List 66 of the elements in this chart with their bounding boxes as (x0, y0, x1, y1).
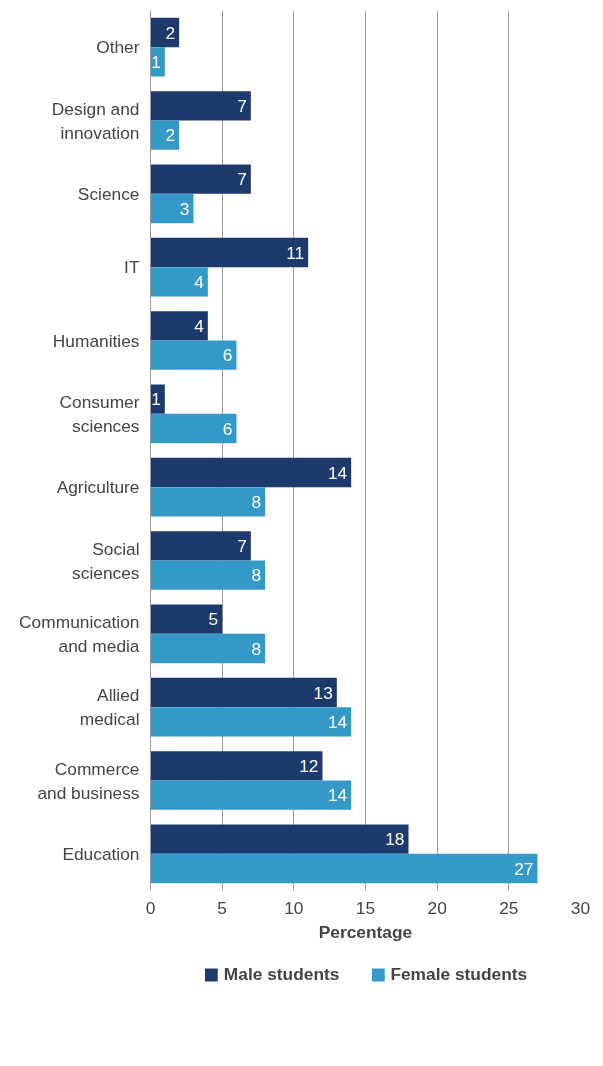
data-label: 8 (251, 638, 262, 659)
y-tick-label: Allied medical (79, 685, 140, 730)
y-tick-label: Other (96, 37, 140, 58)
data-label: 12 (299, 755, 319, 776)
x-tick-label: 5 (217, 897, 227, 918)
data-label: 11 (286, 242, 305, 263)
y-tick-label: Agriculture (56, 477, 140, 498)
x-tick-label: 25 (499, 897, 519, 918)
bar (150, 237, 309, 268)
y-tick-label: Design and innovation (51, 98, 140, 143)
data-label: 14 (327, 711, 348, 732)
data-label: 4 (194, 315, 205, 336)
data-label: 7 (237, 95, 247, 116)
x-axis-title: Percentage (318, 921, 413, 942)
data-label: 14 (327, 462, 348, 483)
bar (150, 633, 266, 664)
bar (150, 560, 266, 590)
y-tick-label: Commerce and business (37, 758, 140, 803)
x-tick-label: 10 (284, 897, 304, 918)
y-tick-label: Humanities (52, 330, 140, 351)
y-tick-label: Consumer sciences (59, 391, 140, 436)
y-tick-label: Social sciences (72, 538, 140, 583)
bar (150, 824, 409, 854)
bar (150, 707, 352, 737)
data-label: 6 (222, 418, 233, 439)
data-label: 8 (251, 565, 262, 586)
bar (150, 487, 266, 517)
x-tick-label: 30 (570, 897, 591, 918)
y-tick-label: Science (77, 183, 140, 204)
data-label: 13 (313, 682, 333, 703)
y-tick-label: IT (124, 257, 140, 278)
data-label: 3 (179, 198, 190, 219)
bar (150, 340, 237, 370)
data-label: 14 (327, 785, 348, 806)
bar (150, 604, 223, 634)
data-label: 2 (165, 22, 176, 43)
bar (150, 780, 352, 810)
bar (150, 413, 237, 444)
data-label: 5 (208, 609, 219, 630)
bar (150, 311, 208, 341)
legend-label: Male students (223, 963, 340, 985)
y-tick-label: Education (62, 843, 140, 864)
x-tick-label: 0 (145, 897, 156, 918)
y-tick-label: Communication and media (19, 611, 140, 656)
bar (150, 853, 538, 884)
data-label: 7 (237, 169, 247, 190)
data-label: 1 (151, 51, 161, 72)
data-label: 27 (514, 858, 534, 879)
legend-label: Female students (390, 963, 528, 985)
data-label: 8 (251, 491, 262, 512)
bar (150, 677, 337, 708)
data-label: 4 (194, 271, 205, 292)
x-tick-label: 20 (427, 897, 447, 918)
data-label: 2 (165, 125, 176, 146)
data-label: 6 (222, 345, 233, 366)
data-label: 7 (237, 535, 247, 556)
bar (150, 193, 194, 224)
bar (150, 91, 251, 121)
bar (150, 457, 352, 488)
bar (150, 267, 208, 297)
data-label: 18 (385, 829, 405, 850)
bar (150, 751, 323, 781)
x-tick-label: 15 (355, 897, 376, 918)
bar (150, 531, 251, 561)
data-label: 1 (151, 389, 161, 410)
bar (150, 164, 251, 194)
